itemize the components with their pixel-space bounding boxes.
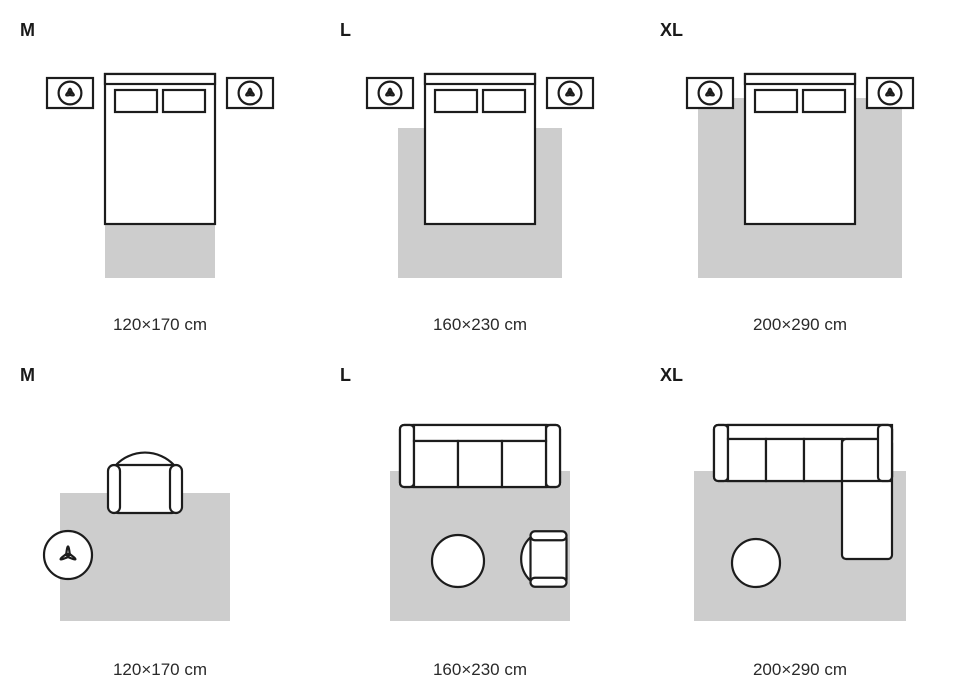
diagram-liv-l: [340, 390, 620, 652]
cell-bed-m: M 120×170 cm: [0, 0, 320, 345]
size-label: M: [20, 365, 300, 386]
diagram-bed-xl: [660, 45, 940, 307]
dimensions-caption: 120×170 cm: [20, 307, 300, 335]
cell-liv-l: L 160×230 cm: [320, 345, 640, 690]
cell-bed-l: L 160×230 cm: [320, 0, 640, 345]
size-label: XL: [660, 365, 940, 386]
size-label: XL: [660, 20, 940, 41]
size-label: L: [340, 365, 620, 386]
diagram-bed-l: [340, 45, 620, 307]
dimensions-caption: 200×290 cm: [660, 652, 940, 680]
cell-bed-xl: XL 200×290 cm: [640, 0, 960, 345]
cell-liv-xl: XL 200×290 cm: [640, 345, 960, 690]
diagram-liv-xl: [660, 390, 940, 652]
dimensions-caption: 120×170 cm: [20, 652, 300, 680]
dimensions-caption: 160×230 cm: [340, 307, 620, 335]
rug-size-guide-grid: M 120×170 cm L 160×230 cm XL 200×290 cm …: [0, 0, 960, 690]
dimensions-caption: 200×290 cm: [660, 307, 940, 335]
size-label: L: [340, 20, 620, 41]
diagram-liv-m: [20, 390, 300, 652]
diagram-bed-m: [20, 45, 300, 307]
cell-liv-m: M 120×170 cm: [0, 345, 320, 690]
dimensions-caption: 160×230 cm: [340, 652, 620, 680]
size-label: M: [20, 20, 300, 41]
